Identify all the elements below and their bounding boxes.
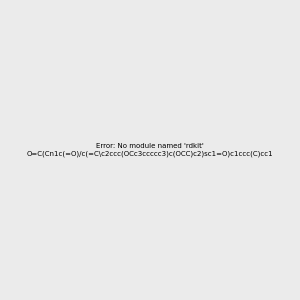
Text: Error: No module named 'rdkit'
O=C(Cn1c(=O)/c(=C\c2ccc(OCc3ccccc3)c(OCC)c2)sc1=O: Error: No module named 'rdkit' O=C(Cn1c(… xyxy=(27,143,273,157)
